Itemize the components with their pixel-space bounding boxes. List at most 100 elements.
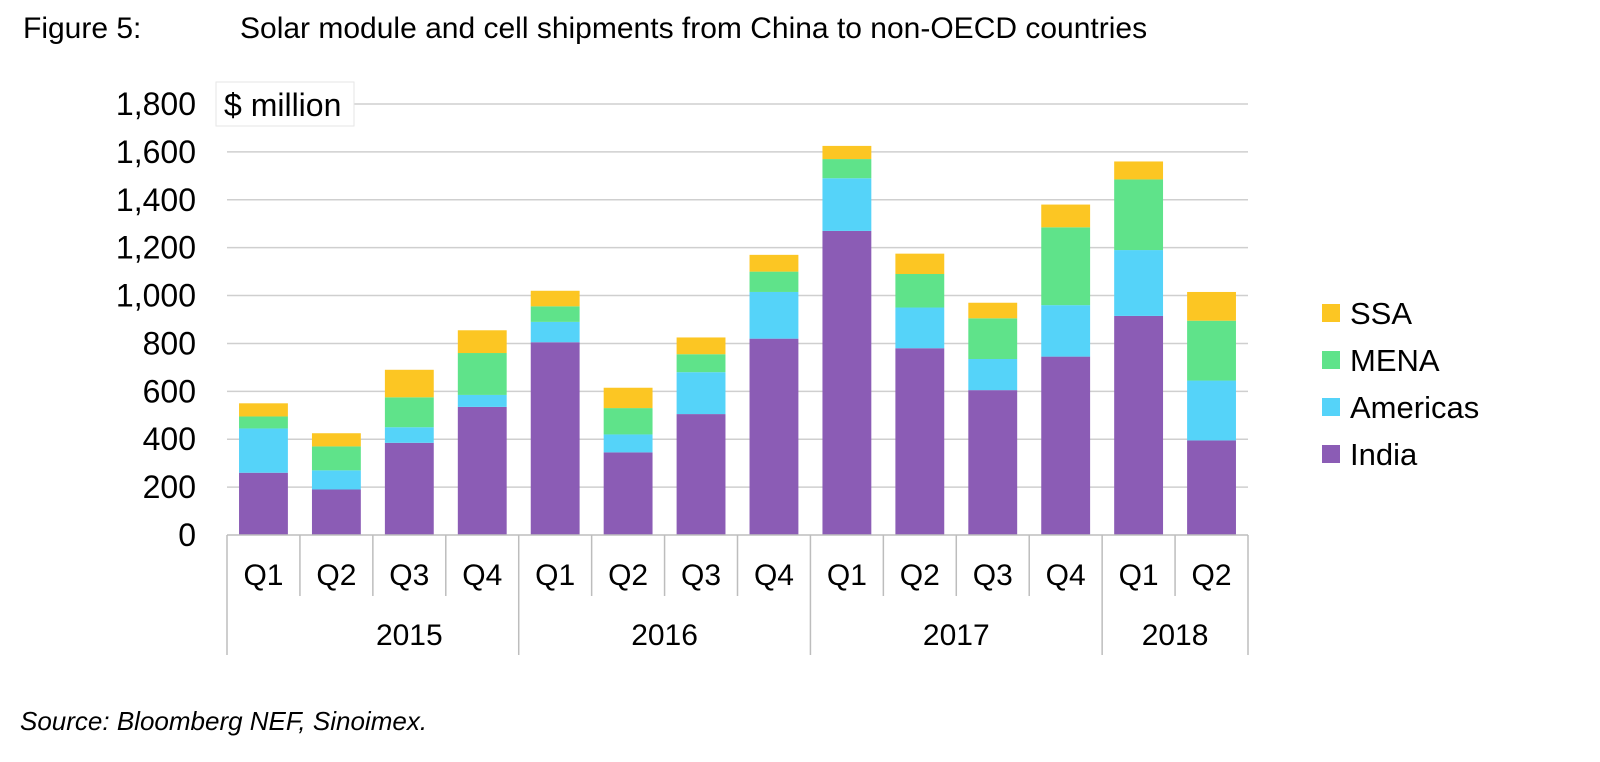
- bar-segment-mena: [749, 271, 799, 292]
- x-tick-label: Q2: [1192, 559, 1232, 592]
- bar-segment-mena: [239, 416, 288, 429]
- bar-segment-india: [1041, 356, 1091, 535]
- bar-segment-mena: [676, 354, 726, 373]
- bar-segment-ssa: [457, 330, 507, 354]
- y-tick-label: 400: [143, 421, 196, 457]
- x-group-label: 2016: [631, 619, 698, 652]
- x-tick-label: Q3: [973, 559, 1013, 592]
- bar-segment-mena: [822, 159, 872, 179]
- bar-segment-americas: [895, 307, 945, 349]
- y-tick-label: 1,600: [116, 134, 196, 170]
- y-tick-label: 0: [178, 517, 196, 553]
- y-tick-label: 1,000: [116, 278, 196, 314]
- bar-segment-americas: [311, 470, 361, 490]
- bar-segment-americas: [749, 291, 799, 339]
- bar-segment-ssa: [1114, 161, 1164, 180]
- legend-label: India: [1350, 437, 1418, 472]
- x-tick-label: Q3: [681, 559, 721, 592]
- bar-segment-americas: [968, 359, 1018, 391]
- chart-title: Solar module and cell shipments from Chi…: [240, 12, 1148, 45]
- bar-segment-ssa: [603, 387, 653, 409]
- bar-segment-americas: [1187, 380, 1236, 441]
- y-tick-label: 1,200: [116, 230, 196, 266]
- bar-segment-ssa: [1041, 204, 1091, 228]
- bar-segment-mena: [1114, 179, 1164, 251]
- stacked-bar-chart: 0 200 400 600 800 1,000 1,200 1,400 1,600 1,800 Q…: [116, 81, 1479, 655]
- x-group-label: 2018: [1142, 619, 1209, 652]
- bar-segment-americas: [239, 428, 288, 473]
- bar-segment-mena: [895, 274, 945, 308]
- bars: [239, 145, 1236, 535]
- bar-segment-india: [822, 230, 872, 535]
- y-axis-unit-label: $ million: [224, 87, 341, 123]
- bar-segment-ssa: [968, 302, 1018, 319]
- bar-segment-mena: [311, 446, 361, 471]
- x-tick-label: Q3: [389, 559, 429, 592]
- x-tick-label: Q4: [462, 559, 502, 592]
- legend-swatch-india: [1322, 445, 1340, 463]
- bar-segment-ssa: [530, 290, 580, 307]
- bar-segment-india: [1187, 440, 1236, 535]
- bar-segment-india: [968, 390, 1018, 535]
- bar-segment-americas: [1041, 305, 1091, 357]
- x-tick-label: Q4: [1046, 559, 1086, 592]
- bar-segment-india: [457, 406, 507, 535]
- x-group-label: 2015: [376, 619, 443, 652]
- bar-segment-ssa: [749, 254, 799, 272]
- bar-segment-ssa: [384, 369, 434, 398]
- x-tick-label: Q2: [608, 559, 648, 592]
- bar-segment-americas: [603, 434, 653, 453]
- bar-segment-mena: [968, 318, 1018, 360]
- bar-segment-mena: [1187, 320, 1236, 381]
- y-tick-label: 1,800: [116, 86, 196, 122]
- bar-segment-india: [530, 342, 580, 535]
- legend: SSA MENA Americas India: [1322, 296, 1479, 472]
- bar-segment-americas: [457, 394, 507, 407]
- legend-label: MENA: [1350, 343, 1440, 378]
- bar-segment-mena: [530, 306, 580, 322]
- x-tick-label: Q1: [827, 559, 867, 592]
- bar-segment-india: [384, 442, 434, 535]
- bar-segment-mena: [1041, 227, 1091, 306]
- gridlines: [227, 103, 1248, 488]
- bar-segment-india: [239, 472, 288, 535]
- bar-segment-india: [676, 414, 726, 535]
- x-tick-label: Q2: [316, 559, 356, 592]
- x-tick-label: Q1: [1119, 559, 1159, 592]
- y-tick-label: 200: [143, 469, 196, 505]
- bar-segment-americas: [1114, 250, 1164, 316]
- x-group-label: 2017: [923, 619, 990, 652]
- bar-segment-mena: [457, 353, 507, 395]
- bar-segment-americas: [822, 178, 872, 231]
- y-axis-tick-labels: 0 200 400 600 800 1,000 1,200 1,400 1,600 1,800: [116, 86, 196, 553]
- legend-label: Americas: [1350, 390, 1479, 425]
- bar-segment-ssa: [311, 433, 361, 447]
- legend-swatch-ssa: [1322, 304, 1340, 322]
- bar-segment-ssa: [239, 403, 288, 417]
- bar-segment-ssa: [676, 337, 726, 355]
- source-note: Source: Bloomberg NEF, Sinoimex.: [20, 706, 428, 736]
- y-axis-unit-label-box: $ million: [215, 81, 355, 127]
- bar-segment-americas: [384, 427, 434, 443]
- figure-label: Figure 5:: [23, 12, 142, 45]
- bar-segment-mena: [603, 408, 653, 435]
- y-tick-label: 800: [143, 325, 196, 361]
- bar-segment-india: [895, 348, 945, 535]
- bar-segment-ssa: [822, 145, 872, 160]
- bar-segment-americas: [530, 321, 580, 343]
- bar-segment-india: [311, 489, 361, 535]
- x-tick-label: Q1: [243, 559, 283, 592]
- legend-swatch-mena: [1322, 351, 1340, 369]
- x-axis: Q1 Q2 Q3 Q4 Q1 Q2 Q3 Q4 Q1 Q2 Q3 Q4 Q1 Q2 2015 2016 2017…: [226, 534, 1249, 655]
- legend-label: SSA: [1350, 296, 1412, 331]
- bar-segment-india: [1114, 315, 1164, 535]
- bar-segment-ssa: [895, 253, 945, 275]
- bar-segment-india: [603, 452, 653, 535]
- bar-segment-ssa: [1187, 291, 1236, 321]
- legend-swatch-americas: [1322, 398, 1340, 416]
- x-tick-label: Q2: [900, 559, 940, 592]
- y-tick-label: 600: [143, 373, 196, 409]
- bar-segment-india: [749, 338, 799, 535]
- bar-segment-mena: [384, 397, 434, 428]
- x-tick-label: Q1: [535, 559, 575, 592]
